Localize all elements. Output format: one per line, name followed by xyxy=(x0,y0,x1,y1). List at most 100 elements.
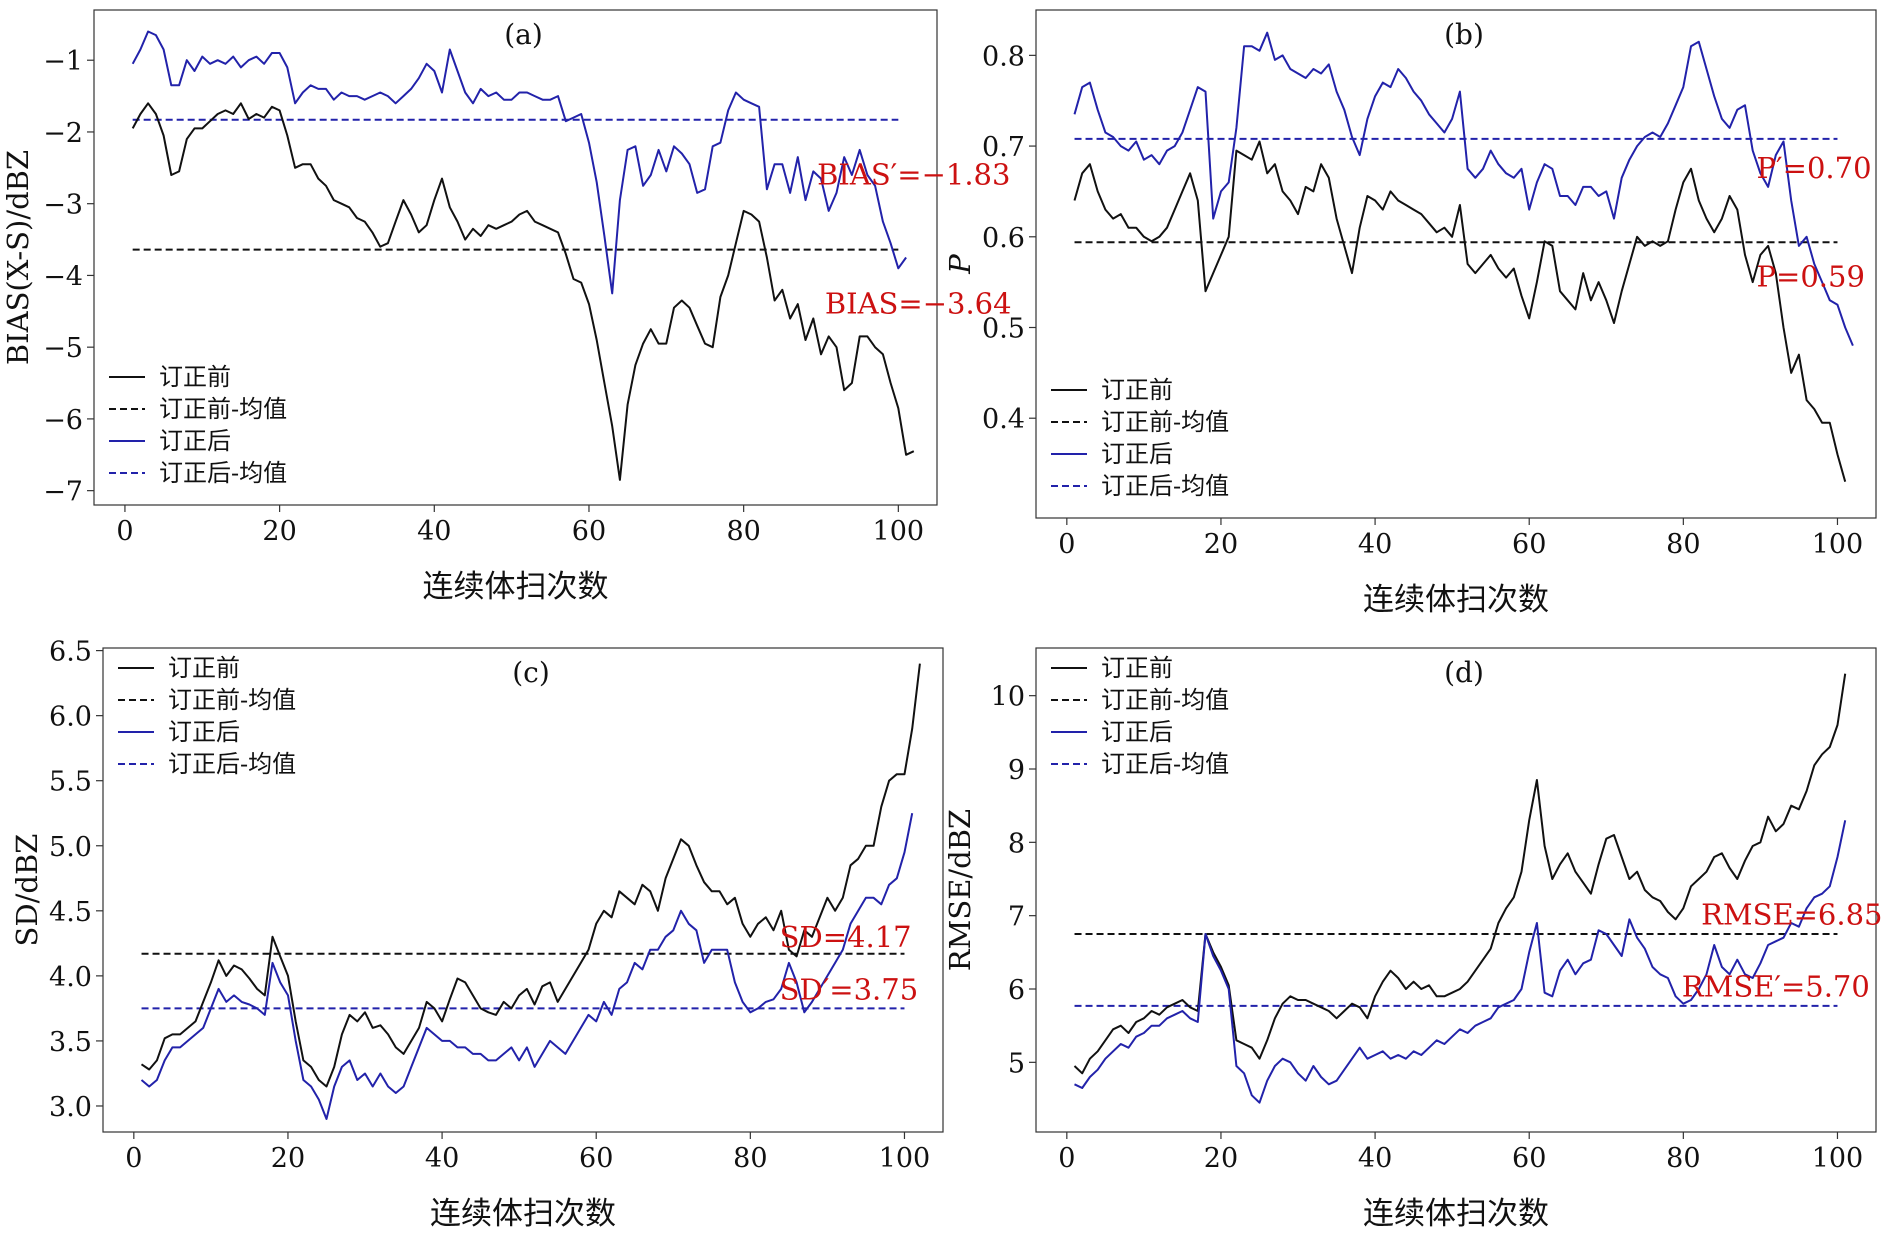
legend-label: 订正前-均值 xyxy=(168,686,296,714)
chart-panel-c: 0 20 40 60 80 100 3.0 3.5 4.0 4.5 5.0 5.5 6.0 6.5 连续体扫… xyxy=(10,637,944,1232)
series-line-before xyxy=(1073,673,1847,1075)
x-tick-label: 40 xyxy=(425,1143,459,1174)
series-line-before xyxy=(140,663,921,1088)
y-tick-label: −4 xyxy=(43,261,83,292)
x-axis-label: 连续体扫次数 xyxy=(430,1196,616,1232)
legend-label: 订正后-均值 xyxy=(1101,750,1229,778)
legend-label: 订正前 xyxy=(168,654,240,682)
y-tick-label: −7 xyxy=(43,477,83,508)
y-tick-label: 10 xyxy=(991,682,1025,713)
x-tick-label: 40 xyxy=(1358,529,1392,560)
y-tick-label: 3.5 xyxy=(49,1027,92,1058)
y-tick-label: 4.0 xyxy=(49,962,92,993)
x-tick-label: 100 xyxy=(879,1143,931,1174)
x-axis-label: 连续体扫次数 xyxy=(1363,1196,1549,1232)
legend-label: 订正后 xyxy=(1101,440,1173,468)
x-tick-label: 100 xyxy=(873,516,925,547)
x-tick-label: 20 xyxy=(262,516,296,547)
x-tick-label: 20 xyxy=(271,1143,305,1174)
legend-label: 订正后 xyxy=(1101,718,1173,746)
y-tick-label: 0.7 xyxy=(982,132,1025,163)
y-axis-label: BIAS(X-S)/dBZ xyxy=(1,150,35,365)
y-tick-label: 3.0 xyxy=(49,1092,92,1123)
series-line-after xyxy=(140,813,914,1120)
y-tick-label: 4.5 xyxy=(49,897,92,928)
chart-panel-d: 0 20 40 60 80 100 5 6 7 8 9 10 连续体扫次数 RMSE/dBZ (d) RMSE… xyxy=(943,647,1883,1232)
mean-annotation: BIAS=−3.64 xyxy=(825,286,1012,320)
x-tick-label: 100 xyxy=(1812,529,1864,560)
y-tick-label: −2 xyxy=(43,118,83,149)
x-tick-label: 100 xyxy=(1812,1143,1864,1174)
legend-label: 订正前-均值 xyxy=(1101,408,1229,436)
y-tick-label: −1 xyxy=(43,46,83,77)
y-tick-label: 0.4 xyxy=(982,404,1025,435)
x-tick-label: 80 xyxy=(733,1143,767,1174)
y-tick-label: 6.0 xyxy=(49,702,92,733)
plot-frame xyxy=(1035,647,1877,1133)
legend-label: 订正前 xyxy=(159,363,231,391)
chart-panel-b: 0 20 40 60 80 100 0.4 0.5 0.6 0.7 0.8 连续体扫次数 P (b) P′=… xyxy=(943,9,1877,618)
y-tick-label: 0.5 xyxy=(982,314,1025,345)
series-line-after xyxy=(131,30,907,295)
panel-label: (d) xyxy=(1444,656,1484,689)
plot-frame xyxy=(93,9,938,506)
x-tick-label: 20 xyxy=(1204,529,1238,560)
x-tick-label: 60 xyxy=(579,1143,613,1174)
mean-annotation: RMSE=6.85 xyxy=(1701,897,1882,931)
y-tick-label: 7 xyxy=(1008,902,1025,933)
y-tick-label: 5.0 xyxy=(49,832,92,863)
legend-label: 订正后-均值 xyxy=(159,459,287,487)
series-line-after xyxy=(1074,820,1847,1104)
x-tick-label: 80 xyxy=(1666,529,1700,560)
y-tick-label: −5 xyxy=(43,333,83,364)
plot-frame xyxy=(102,647,944,1133)
x-tick-label: 80 xyxy=(1666,1143,1700,1174)
x-tick-label: 0 xyxy=(1058,1143,1075,1174)
x-axis-label: 连续体扫次数 xyxy=(423,569,609,605)
legend-label: 订正前-均值 xyxy=(159,395,287,423)
y-tick-label: −6 xyxy=(43,405,83,436)
x-tick-label: 40 xyxy=(1358,1143,1392,1174)
x-tick-label: 0 xyxy=(116,516,133,547)
y-tick-label: 5.5 xyxy=(49,767,92,798)
y-tick-label: 0.6 xyxy=(982,223,1025,254)
series-line-before xyxy=(1073,140,1847,482)
mean-annotation: P′=0.70 xyxy=(1757,151,1872,185)
series-line-after xyxy=(1073,31,1854,346)
legend-label: 订正后 xyxy=(159,427,231,455)
y-tick-label: 6 xyxy=(1008,975,1025,1006)
x-tick-label: 60 xyxy=(1512,1143,1546,1174)
y-axis-label: P xyxy=(943,254,977,275)
legend-label: 订正后-均值 xyxy=(168,750,296,778)
x-tick-label: 0 xyxy=(1058,529,1075,560)
x-tick-label: 80 xyxy=(726,516,760,547)
x-tick-label: 40 xyxy=(417,516,451,547)
y-axis-label: SD/dBZ xyxy=(10,834,44,947)
panel-label: (b) xyxy=(1444,18,1484,51)
x-tick-label: 20 xyxy=(1204,1143,1238,1174)
legend-label: 订正后-均值 xyxy=(1101,472,1229,500)
x-tick-label: 60 xyxy=(1512,529,1546,560)
y-tick-label: 9 xyxy=(1008,755,1025,786)
legend-label: 订正前 xyxy=(1101,376,1173,404)
chart-panel-a: 0 20 40 60 80 100 −7 −6 −5 −4 −3 −2 −1 连续体扫次数 BIAS(X-S… xyxy=(1,9,1012,605)
panel-label: (c) xyxy=(512,656,550,689)
plot-frame xyxy=(1035,9,1877,519)
panel-label: (a) xyxy=(504,18,543,51)
y-tick-label: −3 xyxy=(43,190,83,221)
x-tick-label: 60 xyxy=(572,516,606,547)
mean-annotation: SD′=3.75 xyxy=(780,972,919,1006)
y-tick-label: 8 xyxy=(1008,828,1025,859)
legend-label: 订正前-均值 xyxy=(1101,686,1229,714)
x-axis-label: 连续体扫次数 xyxy=(1363,582,1549,618)
legend-label: 订正前 xyxy=(1101,654,1173,682)
series-line-before xyxy=(131,102,915,481)
y-tick-label: 6.5 xyxy=(49,637,92,668)
mean-annotation: SD=4.17 xyxy=(780,920,912,954)
mean-annotation: RMSE′=5.70 xyxy=(1682,969,1870,1003)
y-axis-label: RMSE/dBZ xyxy=(943,809,977,971)
mean-annotation: P=0.59 xyxy=(1757,260,1865,294)
mean-annotation: BIAS′=−1.83 xyxy=(817,157,1010,191)
y-tick-label: 0.8 xyxy=(982,41,1025,72)
